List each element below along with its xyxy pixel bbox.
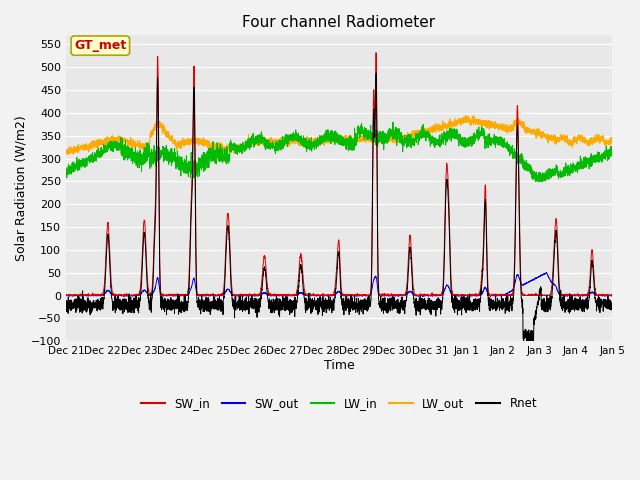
Text: GT_met: GT_met bbox=[74, 39, 127, 52]
Legend: SW_in, SW_out, LW_in, LW_out, Rnet: SW_in, SW_out, LW_in, LW_out, Rnet bbox=[136, 392, 542, 415]
X-axis label: Time: Time bbox=[324, 359, 355, 372]
Y-axis label: Solar Radiation (W/m2): Solar Radiation (W/m2) bbox=[15, 115, 28, 261]
Title: Four channel Radiometer: Four channel Radiometer bbox=[243, 15, 436, 30]
